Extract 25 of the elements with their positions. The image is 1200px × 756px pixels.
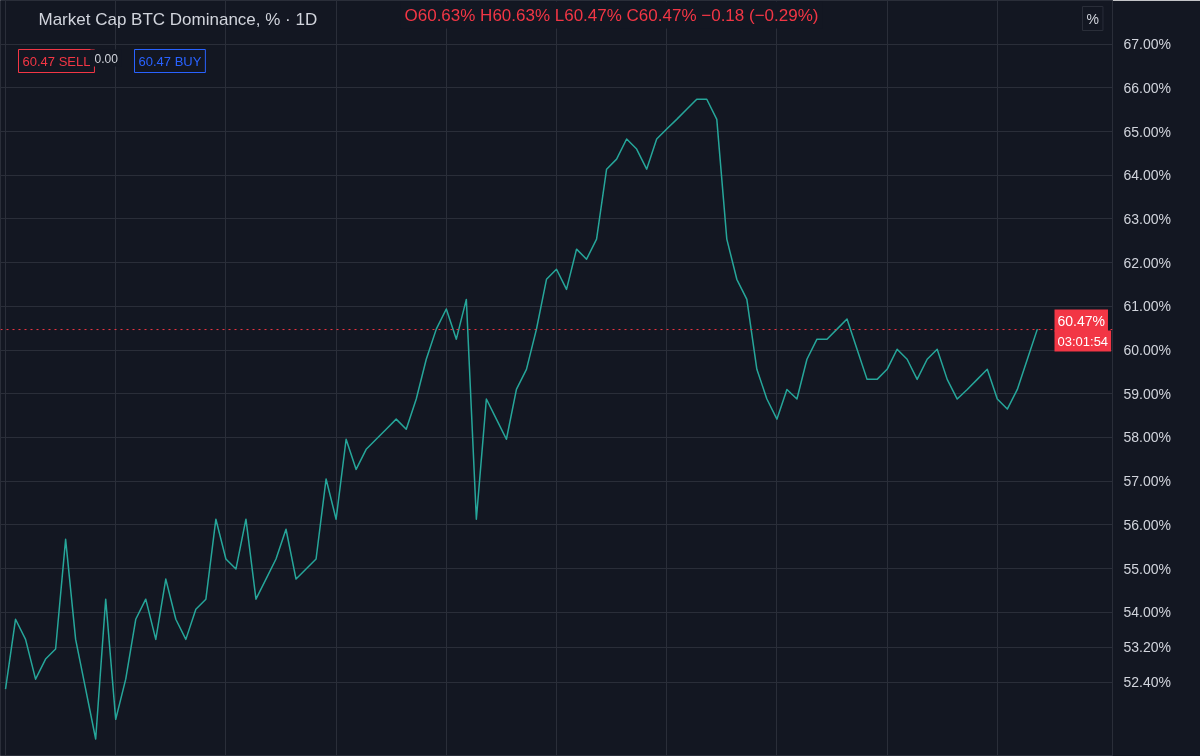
annotation: 60.47 BUY <box>138 53 202 69</box>
y-tick-label: 54.00% <box>1123 604 1171 621</box>
annotation: O60.63% H60.63% L60.47% C60.47% −0.18 (−0.29%) <box>404 5 819 25</box>
y-tick-label: 60.00% <box>1123 342 1171 359</box>
text: Market Cap BTC Dominance, % · 1D <box>38 9 318 29</box>
y-tick-label: 56.00% <box>1123 516 1171 533</box>
y-tick-label: 62.00% <box>1123 254 1171 271</box>
y-tick-label: 57.00% <box>1123 473 1171 490</box>
y-tick-label: 61.00% <box>1123 298 1171 315</box>
annotation: 0.00 <box>94 51 119 66</box>
y-tick-label: 63.00% <box>1123 211 1171 227</box>
text: 03:01:54 <box>1057 333 1109 349</box>
line-series <box>4 98 1039 740</box>
y-tick-label: 66.00% <box>1123 79 1171 96</box>
text: % <box>1086 10 1099 27</box>
y-tick-label: 65.00% <box>1123 123 1171 140</box>
y-tick-label: 59.00% <box>1123 385 1171 402</box>
y-tick-label: 53.20% <box>1123 639 1171 656</box>
y-tick-label: 52.40% <box>1123 674 1171 691</box>
annotation: 60.47 SELL <box>22 53 91 69</box>
ref-line-label: 60.47% <box>1057 312 1105 329</box>
y-tick-label: 67.00% <box>1123 36 1171 53</box>
y-tick-label: 58.00% <box>1123 429 1171 446</box>
y-tick-label: 64.00% <box>1123 167 1171 184</box>
y-tick-label: 55.00% <box>1123 560 1171 577</box>
